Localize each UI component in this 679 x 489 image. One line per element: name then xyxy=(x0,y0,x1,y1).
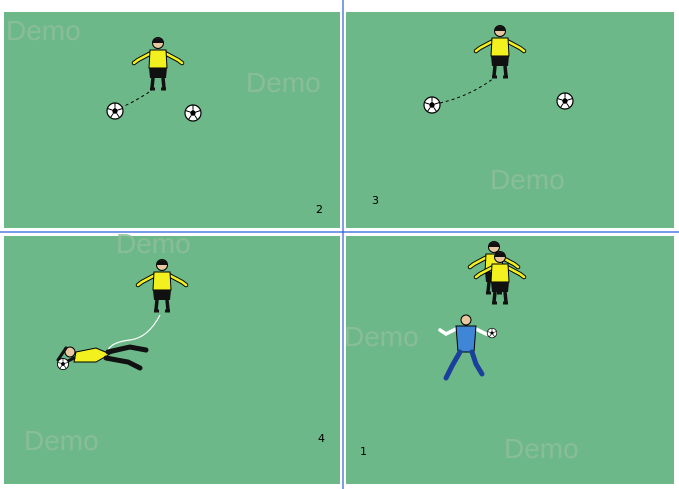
movement-path xyxy=(107,314,161,351)
field-panel-top-right xyxy=(346,12,674,228)
soccer-ball-icon xyxy=(106,102,124,120)
ball-path xyxy=(439,77,495,104)
watermark: Demo xyxy=(246,67,321,98)
watermark: Demo xyxy=(344,321,419,352)
diving-goalkeeper-figure xyxy=(56,344,149,371)
field-panel-top-left xyxy=(4,12,340,228)
panel-number: 2 xyxy=(316,203,323,216)
soccer-ball-icon xyxy=(486,327,498,339)
panel-number: 3 xyxy=(372,194,379,207)
watermark: Demo xyxy=(116,228,191,259)
server-player-figure xyxy=(438,314,492,381)
panel-number: 1 xyxy=(360,445,367,458)
watermark: Demo xyxy=(6,15,81,46)
soccer-ball-icon xyxy=(423,96,441,114)
panel-number: 4 xyxy=(318,432,325,445)
soccer-ball-icon xyxy=(184,104,202,122)
ball-path xyxy=(119,89,153,109)
soccer-ball-icon xyxy=(556,92,574,110)
watermark: Demo xyxy=(490,164,565,195)
soccer-ball-icon xyxy=(56,357,70,371)
watermark: Demo xyxy=(24,425,99,456)
field-panel-bottom-right xyxy=(346,236,674,484)
watermark: Demo xyxy=(504,433,579,464)
